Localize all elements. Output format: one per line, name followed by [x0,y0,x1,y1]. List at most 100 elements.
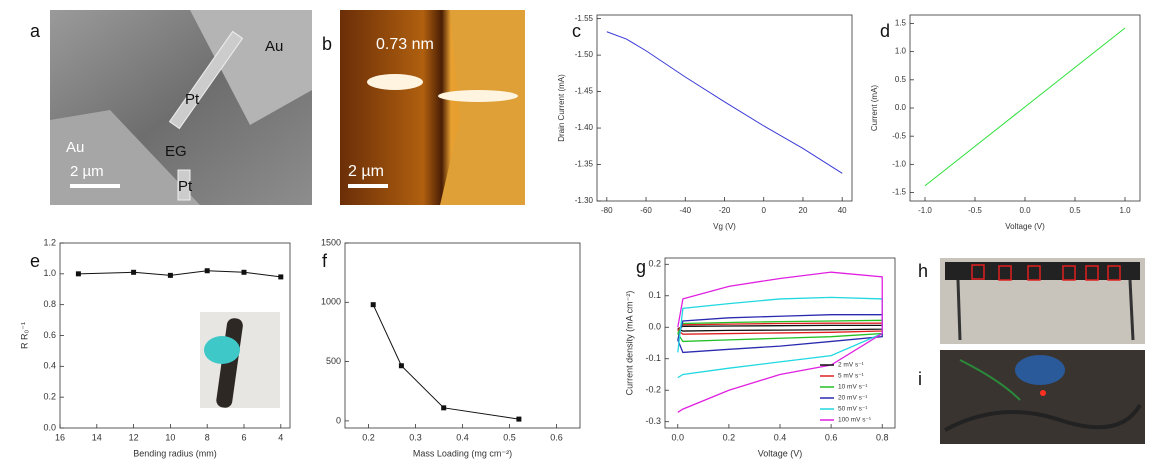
y-tick-label: -1.35 [575,160,594,169]
y-axis-label: Current density (mA cm⁻²) [624,291,634,396]
panel-letter: f [322,251,328,271]
data-line [677,324,883,332]
x-tick-label: 4 [278,432,283,442]
data-point [370,302,376,308]
data-line [677,271,883,413]
y-tick-label: 500 [326,356,341,366]
data-point [516,416,522,422]
data-point [278,274,284,280]
data-point [204,268,210,274]
y-tick-label: -1.45 [575,87,594,96]
y-axis-label: Current (mA) [870,85,879,132]
x-tick-label: 6 [241,432,246,442]
x-tick-label: 0 [762,206,767,215]
inset-photo [200,312,280,408]
x-axis-label: Mass Loading (mg cm⁻²) [413,448,512,458]
data-line [924,27,1126,187]
y-tick-label: -0.2 [645,385,661,395]
y-tick-label: 1000 [321,297,341,307]
y-tick-label: 0.1 [648,290,661,300]
image-label: Pt [178,178,193,195]
x-tick-label: 0.8 [876,432,889,442]
x-tick-label: -0.5 [968,206,982,215]
y-tick-label: 0.4 [43,361,56,371]
x-tick-label: 40 [838,206,847,215]
y-tick-label: 0.8 [43,299,56,309]
legend-label: 10 mV s⁻¹ [838,384,868,391]
legend-label: 100 mV s⁻¹ [838,417,872,424]
y-tick-label: 1.5 [895,19,907,28]
y-axis-label: R R₀⁻¹ [19,322,29,349]
legend-label: 5 mV s⁻¹ [838,373,865,380]
y-tick-label: 0.2 [648,259,661,269]
x-tick-label: 0.2 [362,432,375,442]
y-tick-label: -0.5 [892,131,906,140]
data-point [167,272,173,278]
y-tick-label: -1.55 [575,14,594,23]
afm-image [340,10,525,205]
x-tick-label: 16 [55,432,65,442]
panel-letter: a [30,21,41,41]
x-tick-label: -1.0 [918,206,932,215]
y-tick-label: 1500 [321,237,341,247]
x-axis-label: Bending radius (mm) [133,448,217,458]
y-tick-label: 0.2 [43,392,56,402]
image-label: 0.73 nm [376,36,434,53]
y-tick-label: 1.2 [43,237,56,247]
y-tick-label: -1.30 [575,196,594,205]
x-tick-label: -80 [601,206,613,215]
plot-frame [596,14,853,202]
x-tick-label: 8 [205,432,210,442]
y-tick-label: 0.6 [43,330,56,340]
x-tick-label: 0.3 [409,432,422,442]
y-tick-label: -0.1 [645,353,661,363]
y-tick-label: 0.5 [895,75,907,84]
y-tick-label: -1.40 [575,123,594,132]
photo-i [940,350,1145,444]
x-tick-label: 0.5 [1069,206,1081,215]
data-point [398,363,404,369]
y-tick-label: 0.0 [895,103,907,112]
data-line [606,31,843,174]
image-label: Au [66,139,84,156]
panel-letter: d [880,21,890,41]
panel-letter: b [322,34,332,54]
x-tick-label: -60 [640,206,652,215]
x-axis-label: Vg (V) [713,222,736,231]
image-label: EG [165,143,187,160]
sem-image [50,10,312,205]
y-axis-label: Drain Current (mA) [557,74,566,142]
x-tick-label: 0.4 [774,432,787,442]
x-tick-label: -20 [719,206,731,215]
panel-letter: h [918,261,928,281]
x-tick-label: 0.4 [456,432,469,442]
photo-h [940,258,1145,344]
y-tick-label: -0.3 [645,416,661,426]
x-tick-label: 14 [92,432,102,442]
x-tick-label: 1.0 [1119,206,1131,215]
y-tick-label: -1.5 [892,188,906,197]
image-label: 2 µm [348,163,384,180]
x-tick-label: 20 [799,206,808,215]
x-tick-label: -40 [679,206,691,215]
x-tick-label: 12 [129,432,139,442]
data-point [75,271,81,277]
legend-label: 50 mV s⁻¹ [838,406,868,413]
x-axis-label: Voltage (V) [758,448,803,458]
plot-frame [344,242,581,429]
data-point [131,269,137,275]
panel-letter: g [636,257,646,277]
image-label: 2 µm [70,163,104,180]
y-tick-label: 0 [336,415,341,425]
image-label: Pt [185,91,200,108]
image-label: Au [265,38,283,55]
x-tick-label: 0.5 [503,432,516,442]
x-tick-label: 0.0 [672,432,685,442]
panel-letter: e [30,251,40,271]
y-tick-label: -1.50 [575,50,594,59]
x-tick-label: 0.6 [825,432,838,442]
x-tick-label: 0.0 [1019,206,1031,215]
x-axis-label: Voltage (V) [1005,222,1045,231]
y-tick-label: 0.0 [43,422,56,432]
